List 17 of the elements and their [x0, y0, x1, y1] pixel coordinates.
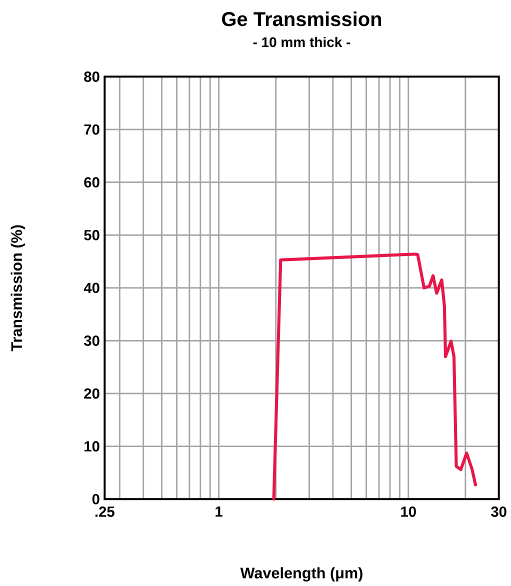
x-tick-label: 1	[215, 506, 222, 517]
x-tick-label: .25	[95, 506, 114, 517]
chart-title: Ge Transmission	[222, 12, 381, 26]
y-tick-label: 30	[84, 336, 100, 346]
y-tick-label: 50	[84, 230, 100, 240]
y-tick-label: 60	[84, 177, 100, 188]
x-tick-label: 30	[490, 506, 506, 517]
y-tick-label: 40	[84, 282, 100, 294]
x-axis-title: Wavelength (μm)	[240, 567, 362, 582]
y-tick-label: 20	[84, 388, 100, 399]
x-tick-label: 10	[400, 506, 416, 517]
y-tick-label: 10	[84, 441, 100, 452]
y-tick-label: 80	[84, 72, 100, 82]
y-tick-label: 0	[92, 494, 100, 504]
y-tick-label: 70	[84, 124, 100, 135]
chart-subtitle: - 10 mm thick -	[253, 36, 350, 48]
y-axis-title: Transmission (%)	[10, 225, 25, 352]
